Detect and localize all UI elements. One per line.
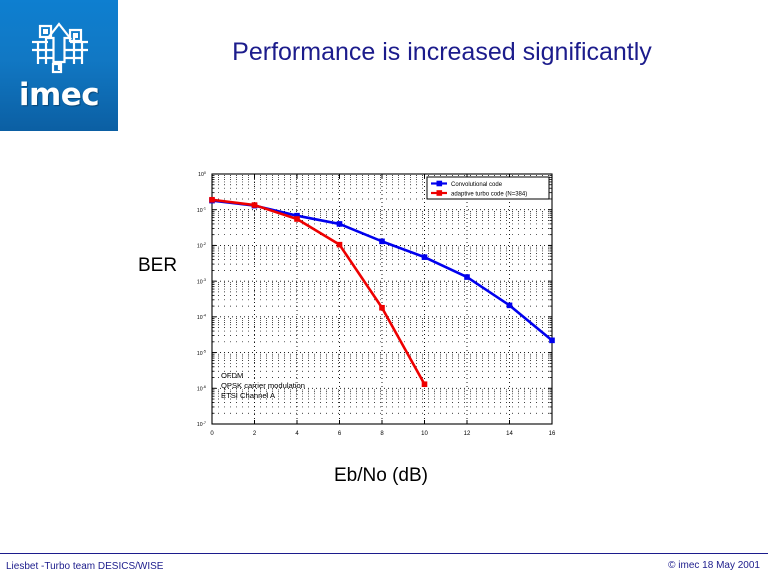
svg-text:2: 2	[253, 431, 257, 437]
svg-text:16: 16	[549, 431, 556, 437]
svg-text:10-1: 10-1	[197, 207, 206, 214]
chart-series-1	[209, 196, 428, 388]
footer-author: Liesbet -Turbo team DESICS/WISE	[6, 561, 164, 572]
imec-wordmark: imec	[18, 77, 100, 113]
svg-text:QPSK carrier modulation: QPSK carrier modulation	[221, 381, 305, 390]
svg-text:10-4: 10-4	[197, 314, 206, 321]
x-tick-labels: 0 2 4 6 8 10 12 14 16	[210, 431, 556, 437]
imec-logo-panel: imec	[0, 0, 118, 131]
svg-text:0: 0	[210, 431, 214, 437]
svg-text:10-6: 10-6	[197, 385, 206, 392]
svg-text:10-2: 10-2	[197, 242, 206, 249]
svg-text:adaptive turbo code (N=384): adaptive turbo code (N=384)	[451, 191, 527, 197]
chart-series-layer	[209, 196, 555, 388]
footer-copyright: © imec 18 May 2001	[668, 560, 760, 571]
footer-divider	[0, 553, 768, 554]
y-axis-title: BER	[138, 255, 178, 276]
svg-text:4: 4	[295, 431, 299, 437]
svg-text:ETSI Channel A: ETSI Channel A	[221, 391, 276, 400]
svg-text:Convolutional code: Convolutional code	[451, 182, 503, 188]
svg-text:100: 100	[198, 171, 206, 178]
y-tick-labels: 100 10-1 10-2 10-3 10-4 10-5 10-6 10-7	[197, 171, 206, 428]
svg-text:10: 10	[421, 431, 428, 437]
svg-text:10-3: 10-3	[197, 278, 206, 285]
chart-plot-frame	[211, 173, 553, 425]
chart-background	[196, 168, 558, 458]
svg-text:6: 6	[338, 431, 342, 437]
x-axis-title: Eb/No (dB)	[334, 465, 428, 486]
imec-circuit-arrow-icon	[32, 22, 88, 74]
svg-text:8: 8	[380, 431, 384, 437]
svg-text:10-7: 10-7	[197, 421, 206, 428]
page-title: Performance is increased significantly	[232, 38, 652, 66]
ber-performance-chart: 100 10-1 10-2 10-3 10-4 10-5 10-6 10-7 0 2 4 6 8 10 1…	[196, 168, 558, 458]
svg-text:14: 14	[506, 431, 513, 437]
chart-legend: Convolutional code adaptive turbo code (N…	[426, 176, 550, 200]
svg-text:OFDM: OFDM	[221, 371, 243, 380]
svg-text:10-5: 10-5	[197, 349, 206, 356]
svg-text:12: 12	[464, 431, 471, 437]
chart-canvas: 100 10-1 10-2 10-3 10-4 10-5 10-6 10-7 0 2 4 6 8 10 1…	[196, 168, 558, 458]
